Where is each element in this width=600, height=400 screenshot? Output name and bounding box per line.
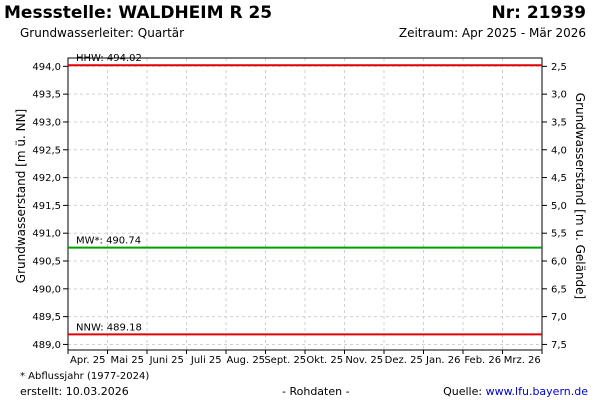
y-axis-title: Grundwasserstand [m ü. NN] bbox=[14, 109, 28, 283]
x-tick-label: Nov. 25 bbox=[345, 355, 383, 366]
y-tick-label: 490,0 bbox=[32, 284, 61, 295]
y-tick-label: 489,0 bbox=[32, 340, 61, 351]
y2-tick-label: 2,5 bbox=[551, 62, 567, 73]
period-label: Zeitraum: Apr 2025 - Mär 2026 bbox=[398, 26, 586, 40]
x-tick-label: Apr. 25 bbox=[70, 355, 105, 366]
x-tick-label: Mrz. 26 bbox=[504, 355, 541, 366]
reference-lines: HHW: 494.02 MW*: 490.74 NNW: 489.18 bbox=[68, 53, 542, 336]
y2-tick-label: 5,5 bbox=[551, 229, 567, 240]
x-axis-ticks: Apr. 25 Mai 25 Juni 25 Juli 25 Aug. 25 Sept. … bbox=[67, 350, 543, 366]
grid bbox=[68, 58, 542, 350]
x-tick-label: Jan. 26 bbox=[425, 355, 461, 366]
y-tick-label: 491,0 bbox=[32, 229, 61, 240]
x-tick-label: Feb. 26 bbox=[464, 355, 501, 366]
x-tick-label: Aug. 25 bbox=[226, 355, 265, 366]
x-tick-label: Sept. 25 bbox=[264, 355, 306, 366]
reference-label: HHW: 494.02 bbox=[76, 53, 142, 64]
y2-tick-label: 7,0 bbox=[551, 312, 567, 323]
y2-tick-label: 6,5 bbox=[551, 284, 567, 295]
source: Quelle: www.lfu.bayern.de bbox=[443, 385, 588, 398]
y-tick-label: 493,0 bbox=[32, 117, 61, 128]
station-number: Nr: 21939 bbox=[491, 3, 586, 23]
y2-axis-title: Grundwasserstand [m u. Gelände] bbox=[573, 93, 587, 299]
y-tick-label: 491,5 bbox=[32, 201, 61, 212]
y-tick-label: 493,5 bbox=[32, 90, 61, 101]
y-tick-label: 492,5 bbox=[32, 145, 61, 156]
y2-tick-label: 5,0 bbox=[551, 201, 567, 212]
created-date: erstellt: 10.03.2026 bbox=[20, 385, 129, 398]
y2-tick-label: 4,5 bbox=[551, 173, 567, 184]
y-tick-label: 494,0 bbox=[32, 62, 61, 73]
x-tick-label: Dez. 25 bbox=[385, 355, 423, 366]
x-tick-label: Juli 25 bbox=[190, 355, 222, 366]
y-axis-ticks: 494,0 493,5 493,0 492,5 492,0 491,5 491,0 490,5… bbox=[32, 62, 68, 351]
x-tick-label: Okt. 25 bbox=[306, 355, 343, 366]
y2-tick-label: 4,0 bbox=[551, 145, 567, 156]
y-tick-label: 492,0 bbox=[32, 173, 61, 184]
y2-tick-label: 3,0 bbox=[551, 90, 567, 101]
source-link[interactable]: www.lfu.bayern.de bbox=[485, 385, 588, 398]
y2-tick-label: 3,5 bbox=[551, 117, 567, 128]
y2-axis-ticks: 2,5 3,0 3,5 4,0 4,5 5,0 5,5 6,0 6,5 7,0 7,5 bbox=[542, 62, 567, 351]
y2-tick-label: 6,0 bbox=[551, 257, 567, 268]
y2-tick-label: 7,5 bbox=[551, 340, 567, 351]
footnote: * Abflussjahr (1977-2024) bbox=[20, 371, 150, 382]
aquifer-label: Grundwasserleiter: Quartär bbox=[20, 26, 185, 40]
x-tick-label: Mai 25 bbox=[111, 355, 144, 366]
x-tick-label: Juni 25 bbox=[149, 355, 184, 366]
reference-label: MW*: 490.74 bbox=[76, 236, 141, 247]
rawdata-label: - Rohdaten - bbox=[282, 385, 350, 398]
station-title: Messstelle: WALDHEIM R 25 bbox=[4, 3, 273, 23]
y-tick-label: 489,5 bbox=[32, 312, 61, 323]
y-tick-label: 490,5 bbox=[32, 257, 61, 268]
source-label: Quelle: bbox=[443, 385, 486, 398]
reference-label: NNW: 489.18 bbox=[76, 322, 142, 333]
